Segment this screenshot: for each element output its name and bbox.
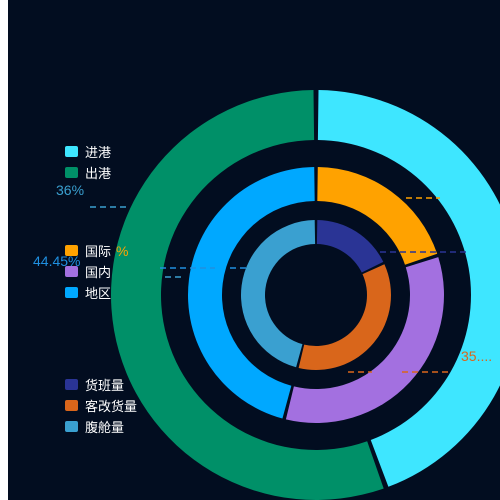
slice-腹舱量 <box>240 220 316 368</box>
slice-国内 <box>285 257 444 423</box>
legend-swatch-客改货量 <box>65 400 78 411</box>
legend-label-国内: 国内 <box>85 265 111 280</box>
percent-label: 35.... <box>461 348 492 364</box>
legend-swatch-地区 <box>65 287 78 298</box>
legend-label-进港: 进港 <box>85 145 111 160</box>
slice-地区 <box>187 167 315 419</box>
legend-label-国际: 国际 <box>85 244 111 259</box>
legend-label-地区: 地区 <box>85 286 111 301</box>
percent-label: 36% <box>56 182 84 198</box>
slice-进港 <box>317 90 500 487</box>
percent-label: 44.45% <box>33 253 80 269</box>
legend-swatch-国内 <box>65 266 78 277</box>
slice-客改货量 <box>298 264 391 370</box>
legend-label-客改货量: 客改货量 <box>85 399 137 414</box>
legend-swatch-腹舱量 <box>65 421 78 432</box>
slice-国际 <box>317 167 438 265</box>
slice-货班量 <box>316 220 384 273</box>
legend-swatch-货班量 <box>65 379 78 390</box>
legend-label-腹舱量: 腹舱量 <box>85 420 124 435</box>
percent-label: % <box>116 243 128 259</box>
legend-swatch-进港 <box>65 146 78 157</box>
legend-swatch-出港 <box>65 167 78 178</box>
legend-swatch-国际 <box>65 245 78 256</box>
legend-label-出港: 出港 <box>85 166 111 181</box>
slice-出港 <box>111 90 384 500</box>
legend-label-货班量: 货班量 <box>85 378 124 393</box>
